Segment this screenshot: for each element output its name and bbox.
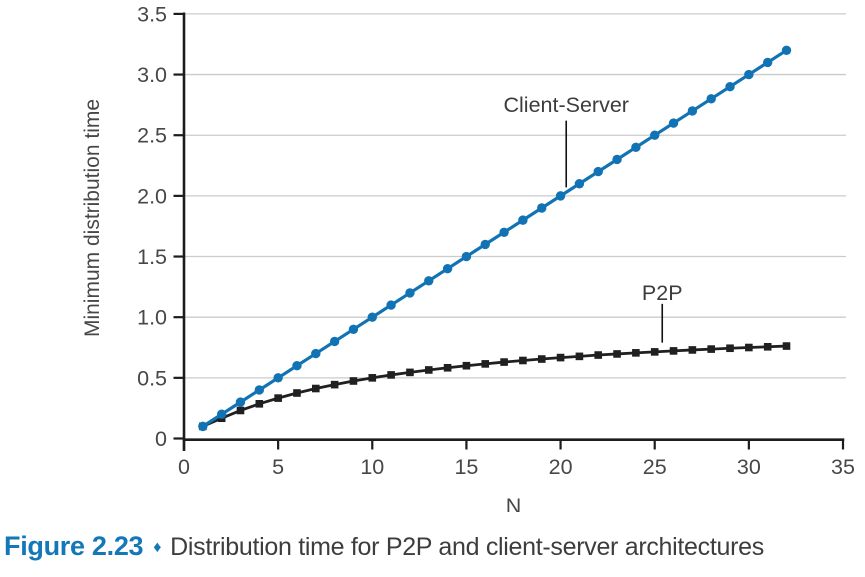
- p2p-point: [236, 406, 245, 415]
- client-server-point: [781, 45, 792, 55]
- client-server-point: [329, 336, 340, 347]
- p2p-point: [707, 345, 715, 353]
- p2p-point: [519, 356, 527, 365]
- y-tick-label: 1.5: [137, 245, 167, 269]
- p2p-point: [312, 384, 320, 393]
- client-server-point: [555, 191, 566, 201]
- client-server-point: [405, 288, 415, 298]
- figure-caption-text: Distribution time for P2P and client-ser…: [170, 533, 764, 561]
- client-server-point: [367, 312, 377, 322]
- y-tick-label: 3.5: [137, 2, 167, 26]
- p2p-point: [575, 352, 584, 361]
- p2p-point: [763, 342, 772, 351]
- client-server-point: [235, 397, 246, 407]
- y-tick-label: 1.0: [137, 306, 167, 330]
- client-server-point: [311, 348, 321, 359]
- client-server-point: [198, 421, 208, 432]
- client-server-point: [499, 227, 509, 237]
- p2p-point: [726, 344, 734, 353]
- client-server-series: [198, 45, 792, 432]
- p2p-point: [330, 380, 339, 389]
- x-tick-label: 20: [549, 455, 573, 479]
- axes: [182, 12, 845, 451]
- p2p-point: [500, 358, 508, 366]
- y-tick-label: 3.0: [137, 63, 167, 87]
- p2p-point: [745, 343, 753, 352]
- p2p-point: [406, 368, 414, 377]
- p2p-point: [613, 350, 621, 358]
- client-server-point: [650, 130, 660, 140]
- client-server-point: [687, 106, 698, 116]
- figure-caption-label: Figure 2.23: [4, 531, 144, 561]
- client-server-point: [631, 142, 641, 153]
- x-tick-label: 15: [454, 455, 478, 479]
- x-tick-label: 0: [178, 455, 190, 479]
- p2p-point: [443, 363, 452, 372]
- client-server-annotation: Client-Server: [503, 93, 629, 188]
- figure-caption: Figure 2.23 ♦ Distribution time for P2P an…: [4, 531, 865, 562]
- p2p-label: P2P: [642, 281, 683, 305]
- p2p-point: [594, 351, 603, 359]
- client-server-point: [273, 373, 283, 383]
- p2p-point: [650, 348, 659, 356]
- client-server-label: Client-Server: [503, 93, 628, 117]
- client-server-point: [461, 251, 472, 262]
- p2p-point: [387, 371, 395, 379]
- p2p-series: [199, 342, 791, 431]
- p2p-point: [255, 400, 264, 408]
- client-server-point: [612, 154, 622, 165]
- distribution-time-chart: 0 0.5 1.0 1.5 2.0 2.5 3.0 3.5 0 5 10 15 20 25 30 35 N Min…: [81, 2, 855, 518]
- client-server-point: [216, 409, 227, 419]
- p2p-annotation: P2P: [642, 281, 683, 343]
- ticks-and-labels: 0 0.5 1.0 1.5 2.0 2.5 3.0 3.5 0 5 10 15 20 25 30 35: [137, 2, 855, 479]
- p2p-point: [293, 389, 301, 397]
- x-tick-label: 5: [272, 455, 284, 479]
- client-server-point: [593, 166, 603, 177]
- p2p-point: [368, 374, 377, 382]
- client-server-point: [518, 215, 528, 225]
- y-axis-label: Minimum distribution time: [81, 99, 104, 337]
- p2p-point: [462, 361, 471, 370]
- caption-diamond-icon: ♦: [153, 539, 162, 556]
- p2p-point: [481, 360, 490, 368]
- client-server-point: [348, 324, 359, 335]
- client-server-point: [424, 276, 434, 286]
- y-tick-label: 0.5: [137, 366, 167, 390]
- p2p-point: [632, 349, 640, 357]
- x-tick-label: 25: [643, 455, 667, 479]
- client-server-line: [201, 48, 788, 428]
- x-tick-label: 30: [737, 455, 761, 479]
- y-tick-label: 0: [155, 427, 167, 451]
- p2p-point: [556, 353, 565, 362]
- client-server-point: [706, 94, 716, 104]
- p2p-point: [669, 347, 678, 355]
- client-server-point: [762, 57, 773, 68]
- y-tick-label: 2.0: [137, 184, 167, 208]
- client-server-point: [442, 263, 453, 274]
- client-server-point: [574, 179, 585, 189]
- client-server-point: [292, 361, 302, 371]
- client-server-point: [537, 203, 547, 213]
- p2p-point: [537, 355, 546, 363]
- client-server-point: [668, 118, 679, 128]
- p2p-point: [782, 342, 791, 350]
- x-axis-label: N: [506, 494, 522, 512]
- x-tick-label: 10: [360, 455, 384, 479]
- y-tick-label: 2.5: [137, 124, 167, 148]
- p2p-line: [202, 344, 787, 428]
- client-server-point: [254, 385, 265, 395]
- client-server-point: [480, 239, 490, 250]
- p2p-point: [424, 366, 433, 374]
- client-server-point: [386, 300, 396, 310]
- p2p-point: [349, 377, 358, 385]
- p2p-point: [688, 346, 697, 354]
- x-tick-label: 35: [831, 455, 855, 479]
- client-server-point: [744, 69, 754, 80]
- client-server-point: [725, 81, 735, 92]
- p2p-point: [274, 394, 282, 402]
- horizontal-gridlines: [185, 13, 846, 379]
